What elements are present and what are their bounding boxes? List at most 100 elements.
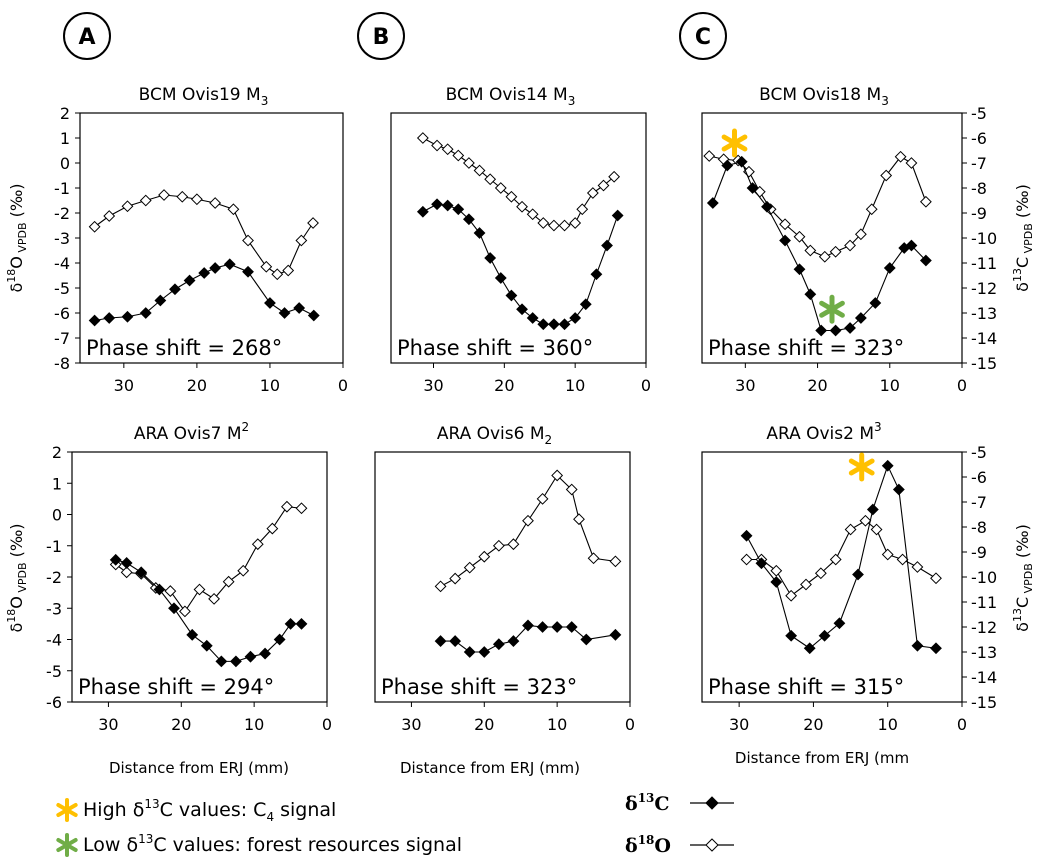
y-axis-title-d13c-bottom: δ13C VPDB (‰): [1011, 524, 1035, 632]
y-tick-label: -7: [54, 329, 70, 348]
data-point: [930, 642, 942, 655]
x-tick-label: 0: [957, 376, 967, 395]
data-point: [88, 220, 101, 233]
high-c13-star-icon: [721, 128, 748, 158]
low-c13-star-icon: [819, 294, 845, 324]
series-d18o: [88, 189, 319, 281]
data-point: [804, 288, 817, 301]
data-point: [770, 576, 783, 588]
data-point: [536, 492, 549, 505]
data-point: [896, 553, 909, 566]
data-point: [883, 262, 896, 274]
data-point: [109, 553, 122, 566]
panel-letter-b: B: [357, 12, 405, 60]
panel-letter-circle: [679, 12, 727, 60]
data-point: [814, 567, 827, 580]
data-point: [859, 514, 872, 527]
data-point: [441, 199, 454, 212]
panel-letter-circle: [63, 12, 111, 60]
y-tick-label: -6: [971, 468, 987, 487]
x-tick-label: 10: [565, 376, 585, 395]
data-point: [565, 483, 578, 496]
data-point: [537, 217, 550, 229]
data-point: [208, 592, 220, 605]
y-tick-label: -2: [54, 204, 70, 223]
x-tick-label: 30: [98, 715, 118, 734]
data-point: [551, 621, 564, 633]
y-tick-label: -7: [971, 154, 987, 173]
data-point: [804, 244, 817, 257]
legend-marker: [705, 838, 719, 852]
data-point: [264, 297, 276, 309]
x-tick-label: 20: [494, 376, 514, 395]
data-point: [193, 583, 206, 596]
data-point: [88, 314, 101, 327]
series-d18o: [740, 514, 942, 602]
data-point: [449, 635, 462, 647]
series-line: [709, 155, 927, 258]
series-d13c: [434, 619, 622, 658]
chart-panel-5: ARA Ovis6 M2 30 20 10 0 Phase shift = 323°: [374, 424, 635, 734]
data-point: [273, 633, 286, 646]
data-point: [278, 307, 291, 319]
data-point: [536, 621, 549, 633]
chart-title: ARA Ovis6 M2: [437, 424, 552, 447]
data-point: [880, 169, 893, 182]
data-point: [755, 557, 768, 570]
panel-letter-text: C: [695, 25, 711, 50]
data-point: [242, 265, 254, 278]
data-point: [779, 218, 791, 231]
data-point: [416, 132, 429, 144]
data-point: [870, 523, 883, 536]
data-point: [522, 514, 534, 527]
x-tick-label: 10: [244, 715, 264, 734]
data-point: [609, 555, 622, 568]
data-point: [120, 566, 133, 579]
y-tick-label: -13: [971, 643, 997, 662]
y-tick-label: -6: [54, 304, 70, 323]
y-tick-label: -13: [971, 304, 997, 323]
y-tick-label: -8: [54, 354, 70, 373]
data-point: [507, 635, 520, 647]
data-point: [139, 307, 152, 319]
y-tick-label: -9: [971, 543, 987, 562]
panel-letter-a: A: [63, 12, 111, 60]
data-point: [259, 647, 271, 660]
data-point: [463, 561, 476, 574]
x-tick-label: 0: [957, 715, 967, 734]
data-point: [164, 585, 177, 597]
legend-low-text: Low δ13C values: forest resources signal: [83, 832, 462, 856]
data-point: [609, 628, 622, 641]
data-point: [548, 318, 560, 331]
data-point: [703, 150, 716, 162]
phase-shift-label: Phase shift = 268°: [86, 336, 282, 360]
data-point: [307, 309, 320, 322]
data-point: [295, 502, 308, 515]
data-point: [735, 155, 748, 168]
phase-shift-label: Phase shift = 294°: [78, 675, 274, 699]
x-tick-label: 0: [625, 715, 635, 734]
y-tick-label: -3: [54, 229, 70, 248]
x-tick-label: 30: [114, 376, 134, 395]
data-point: [548, 219, 560, 232]
data-point: [473, 164, 486, 177]
y-tick-label: 2: [52, 443, 62, 462]
data-point: [183, 274, 196, 287]
y-tick-label: -8: [971, 179, 987, 198]
data-point: [463, 157, 475, 169]
data-point: [919, 254, 932, 267]
data-point: [169, 283, 181, 296]
panel-letter-circle: [357, 12, 405, 60]
data-point: [800, 578, 812, 591]
series-d13c: [416, 198, 624, 331]
series-line: [115, 506, 302, 613]
y-tick-label: -5: [971, 104, 987, 123]
panel-letter-text: A: [78, 25, 95, 50]
y-tick-label: -1: [46, 537, 62, 556]
data-point: [507, 538, 520, 551]
y-tick-label: -12: [971, 279, 997, 298]
data-point: [463, 646, 476, 658]
data-point: [930, 572, 942, 585]
series-d18o: [434, 469, 622, 593]
